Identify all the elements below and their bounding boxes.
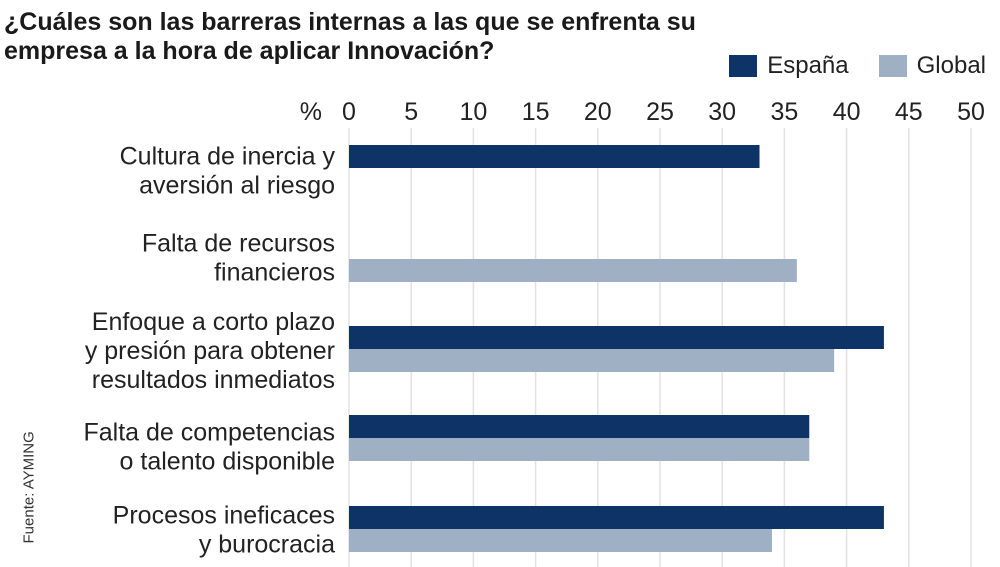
category-label: Enfoque a corto plazo y presión para obte…	[85, 308, 335, 394]
tick-label: 45	[895, 98, 923, 126]
tick-label: 50	[957, 98, 985, 126]
bar-global	[349, 529, 772, 552]
legend: España Global	[699, 52, 986, 80]
tick-label: 15	[522, 98, 550, 126]
bar-espana	[349, 326, 884, 349]
category-label: Falta de recursos financieros	[142, 230, 335, 287]
tick-label: 40	[833, 98, 861, 126]
tick-label: 20	[584, 98, 612, 126]
tick-label: 5	[404, 98, 418, 126]
category-label: Procesos ineficaces y burocracia	[113, 502, 335, 559]
category-label: Falta de competencias o talento disponibl…	[83, 419, 335, 476]
tick-label: 0	[342, 98, 356, 126]
bar-espana	[349, 415, 810, 438]
legend-label-espana: España	[767, 52, 849, 79]
tick-label: 30	[708, 98, 736, 126]
bar-global	[349, 259, 797, 282]
tick-label: 35	[770, 98, 798, 126]
category-label: Cultura de inercia y aversión al riesgo	[120, 143, 336, 200]
tick-label: 25	[646, 98, 674, 126]
source-note: Fuente: AYMING	[20, 431, 38, 544]
tick-label: 10	[459, 98, 487, 126]
axis-unit-label: %	[300, 98, 322, 126]
chart-title: ¿Cuáles son las barreras internas a las …	[4, 8, 696, 65]
legend-label-global: Global	[916, 52, 986, 79]
bar-espana	[349, 145, 760, 168]
bar-global	[349, 349, 835, 372]
bar-espana	[349, 506, 884, 529]
legend-swatch-espana	[729, 55, 758, 77]
legend-swatch-global	[878, 55, 907, 77]
bar-global	[349, 438, 810, 461]
